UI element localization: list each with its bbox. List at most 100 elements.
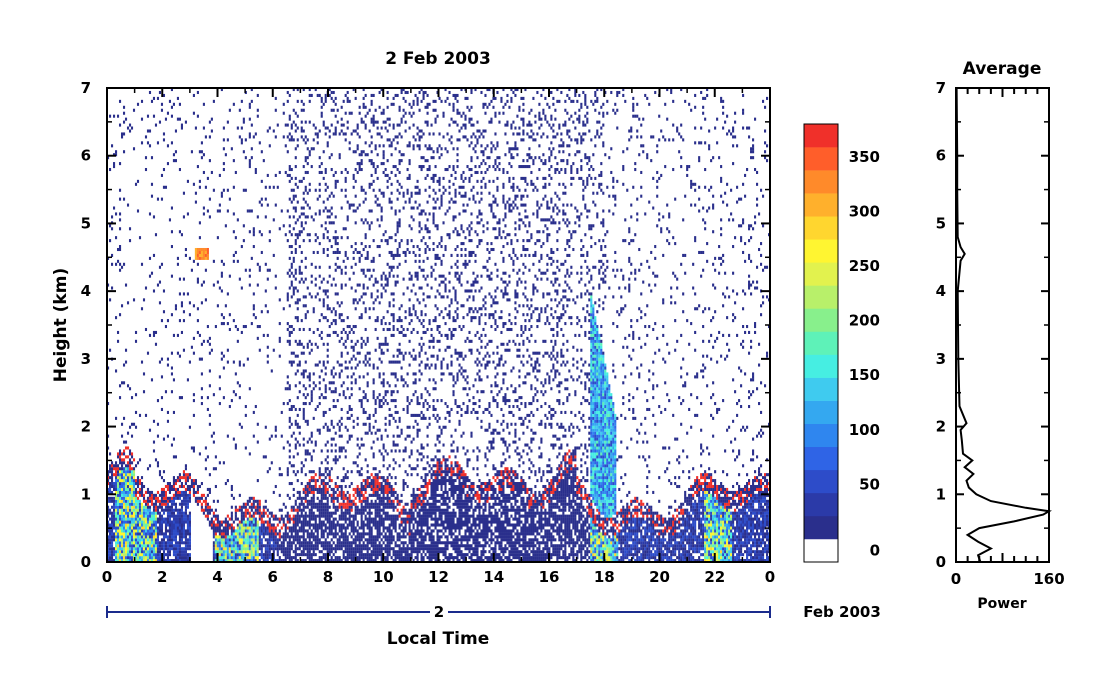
heatmap-cell [248,209,251,213]
heatmap-cell [308,378,311,382]
heatmap-cell [208,505,211,509]
heatmap-cell [294,354,297,358]
heatmap-cell [310,487,313,491]
heatmap-cell [360,150,363,154]
heatmap-cell [130,514,134,518]
heatmap-cell [132,476,136,480]
heatmap-cell [226,550,229,554]
heatmap-cell [122,505,126,509]
heatmap-cell [110,517,114,521]
heatmap-cell [184,520,187,524]
heatmap-cell [186,473,189,477]
heatmap-cell [298,233,301,237]
heatmap-cell [324,553,327,557]
heatmap-cell [158,514,162,518]
heatmap-cell [220,259,223,263]
heatmap-cell [362,499,365,503]
heatmap-cell [376,529,379,533]
heatmap-cell [318,520,321,524]
heatmap-cell [140,360,144,364]
heatmap-cell [254,553,257,557]
heatmap-cell [390,547,393,551]
heatmap-cell [274,428,277,432]
heatmap-cell [328,194,331,198]
heatmap-cell [206,514,209,518]
heatmap-cell [166,499,170,503]
heatmap-cell [318,502,321,506]
heatmap-cell [120,529,124,533]
heatmap-cell [154,514,158,518]
heatmap-cell [312,330,315,334]
heatmap-cell [292,517,295,521]
heatmap-cell [114,467,118,471]
heatmap-cell [130,523,134,527]
heatmap-cell [214,547,217,551]
heatmap-cell [128,532,132,536]
heatmap-cell [264,185,267,189]
heatmap-cell [364,153,367,157]
heatmap-cell [390,236,393,240]
heatmap-cell [112,114,116,118]
heatmap-cell [300,224,303,228]
heatmap-cell [328,514,331,518]
heatmap-cell [304,277,307,281]
heatmap-cell [340,559,343,563]
heatmap-cell [220,289,223,293]
heatmap-cell [210,523,213,527]
heatmap-cell [194,256,197,260]
heatmap-cell [266,508,269,512]
heatmap-cell [126,476,130,480]
heatmap-cell [164,490,168,494]
heatmap-cell [126,461,130,465]
heatmap-cell [366,470,369,474]
heatmap-cell [376,289,379,293]
heatmap-cell [356,505,359,509]
heatmap-cell [364,191,367,195]
heatmap-cell [396,360,399,364]
heatmap-cell [306,310,309,314]
heatmap-cell [162,541,166,545]
heatmap-cell [274,532,277,536]
heatmap-cell [306,541,309,545]
heatmap-cell [402,505,405,509]
heatmap-cell [320,162,323,166]
heatmap-cell [346,351,349,355]
heatmap-cell [330,443,333,447]
heatmap-cell [288,268,291,272]
heatmap-cell [318,298,321,302]
heatmap-cell [320,508,323,512]
heatmap-cell [378,547,381,551]
heatmap-cell [262,553,265,557]
heatmap-cell [334,230,337,234]
heatmap-cell [190,482,193,486]
heatmap-cell [142,547,146,551]
heatmap-cell [330,322,333,326]
heatmap-cell [122,120,126,124]
heatmap-cell [340,526,343,530]
heatmap-cell [120,538,124,542]
heatmap-cell [254,404,257,409]
heatmap-cell [126,517,130,521]
heatmap-cell [254,499,257,503]
heatmap-cell [144,327,148,332]
heatmap-cell [300,499,303,503]
heatmap-cell [366,550,369,554]
heatmap-cell [384,550,387,554]
heatmap-cell [174,559,177,563]
heatmap-cell [242,514,245,518]
heatmap-cell [302,129,305,133]
heatmap-cell [226,514,229,518]
heatmap-cell [270,538,273,542]
heatmap-cell [270,544,273,548]
heatmap-cell [162,289,166,293]
heatmap-cell [164,547,168,551]
heatmap-cell [176,511,179,515]
heatmap-cell [304,135,307,139]
heatmap-cell [116,508,120,512]
heatmap-cell [114,416,118,420]
heatmap-cell [196,484,199,489]
heatmap-cell [340,508,343,512]
heatmap-cell [294,544,297,548]
heatmap-cell [264,262,267,266]
heatmap-cell [166,162,170,166]
